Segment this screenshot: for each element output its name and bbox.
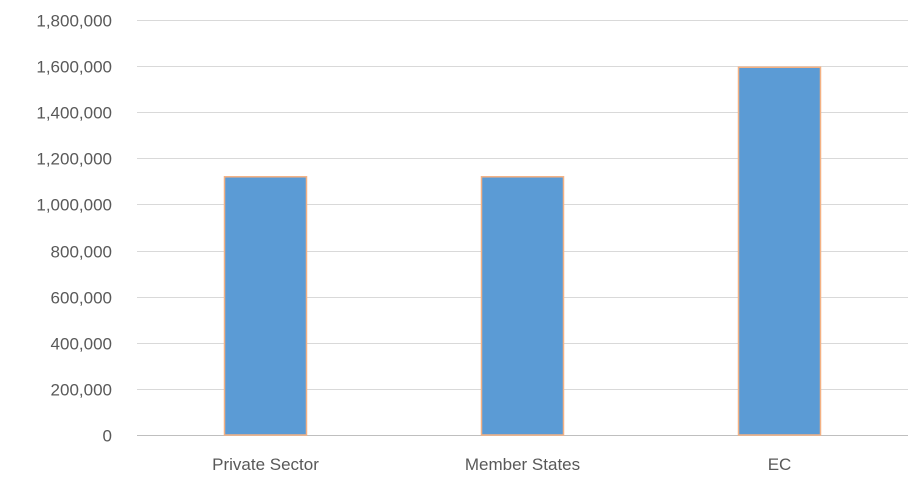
- y-tick-label: 1,000,000: [36, 196, 112, 215]
- y-tick-label: 1,200,000: [36, 150, 112, 169]
- y-tick-label: 1,400,000: [36, 104, 112, 123]
- bar-member-states: [480, 176, 565, 436]
- y-tick-label: 200,000: [51, 381, 112, 400]
- y-tick-label: 0: [103, 427, 112, 446]
- y-axis-tick-labels: 0 200,000 400,000 600,000 800,000 1,000,000 1,…: [36, 12, 112, 446]
- y-tick-label: 1,800,000: [36, 12, 112, 31]
- y-tick-label: 1,600,000: [36, 58, 112, 77]
- y-tick-label: 800,000: [51, 243, 112, 262]
- bars: [223, 66, 822, 436]
- x-category-label: Private Sector: [212, 455, 319, 474]
- y-tick-label: 400,000: [51, 335, 112, 354]
- x-category-label: Member States: [465, 455, 580, 474]
- bar-private-sector: [223, 176, 308, 436]
- y-tick-label: 600,000: [51, 289, 112, 308]
- x-category-label: EC: [768, 455, 792, 474]
- x-axis-category-labels: Private Sector Member States EC: [212, 455, 791, 474]
- bar-ec: [737, 66, 822, 436]
